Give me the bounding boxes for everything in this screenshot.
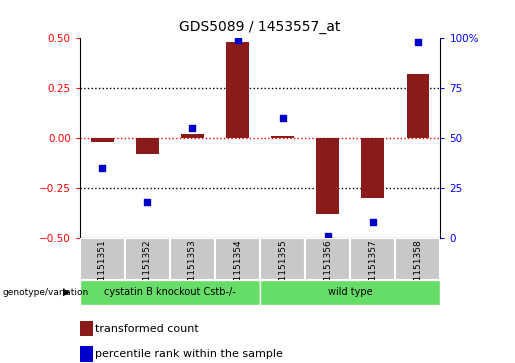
Text: GSM1151357: GSM1151357 bbox=[368, 239, 377, 300]
Bar bbox=[226, 42, 249, 138]
Bar bbox=[260, 238, 305, 280]
Bar bbox=[406, 74, 429, 138]
Text: transformed count: transformed count bbox=[95, 323, 199, 334]
Bar bbox=[91, 138, 114, 142]
Point bbox=[98, 165, 107, 171]
Text: wild type: wild type bbox=[328, 287, 372, 297]
Text: GSM1151351: GSM1151351 bbox=[98, 239, 107, 300]
Bar bbox=[215, 238, 260, 280]
Bar bbox=[316, 138, 339, 214]
Bar bbox=[80, 238, 125, 280]
Bar bbox=[181, 134, 204, 138]
Point bbox=[188, 125, 197, 131]
Text: GSM1151353: GSM1151353 bbox=[188, 239, 197, 300]
Text: GSM1151354: GSM1151354 bbox=[233, 239, 242, 299]
Point bbox=[414, 39, 422, 45]
Title: GDS5089 / 1453557_at: GDS5089 / 1453557_at bbox=[179, 20, 341, 34]
Bar bbox=[362, 138, 384, 198]
Bar bbox=[396, 238, 440, 280]
Bar bbox=[271, 136, 294, 138]
Point bbox=[279, 115, 287, 121]
Text: GSM1151358: GSM1151358 bbox=[414, 239, 422, 300]
Bar bbox=[350, 238, 395, 280]
Text: genotype/variation: genotype/variation bbox=[3, 288, 89, 297]
Text: ▶: ▶ bbox=[63, 287, 71, 297]
Point bbox=[233, 37, 242, 43]
Text: percentile rank within the sample: percentile rank within the sample bbox=[95, 349, 283, 359]
Point bbox=[323, 233, 332, 239]
Text: GSM1151356: GSM1151356 bbox=[323, 239, 332, 300]
Bar bbox=[170, 238, 215, 280]
Text: GSM1151352: GSM1151352 bbox=[143, 239, 152, 299]
Text: cystatin B knockout Cstb-/-: cystatin B knockout Cstb-/- bbox=[104, 287, 236, 297]
Point bbox=[143, 199, 151, 205]
Bar bbox=[80, 280, 260, 305]
Point bbox=[369, 219, 377, 225]
Bar bbox=[305, 238, 350, 280]
Bar bbox=[260, 280, 440, 305]
Bar bbox=[80, 346, 93, 362]
Text: GSM1151355: GSM1151355 bbox=[278, 239, 287, 300]
Bar bbox=[136, 138, 159, 154]
Bar bbox=[80, 321, 93, 336]
Bar bbox=[125, 238, 170, 280]
